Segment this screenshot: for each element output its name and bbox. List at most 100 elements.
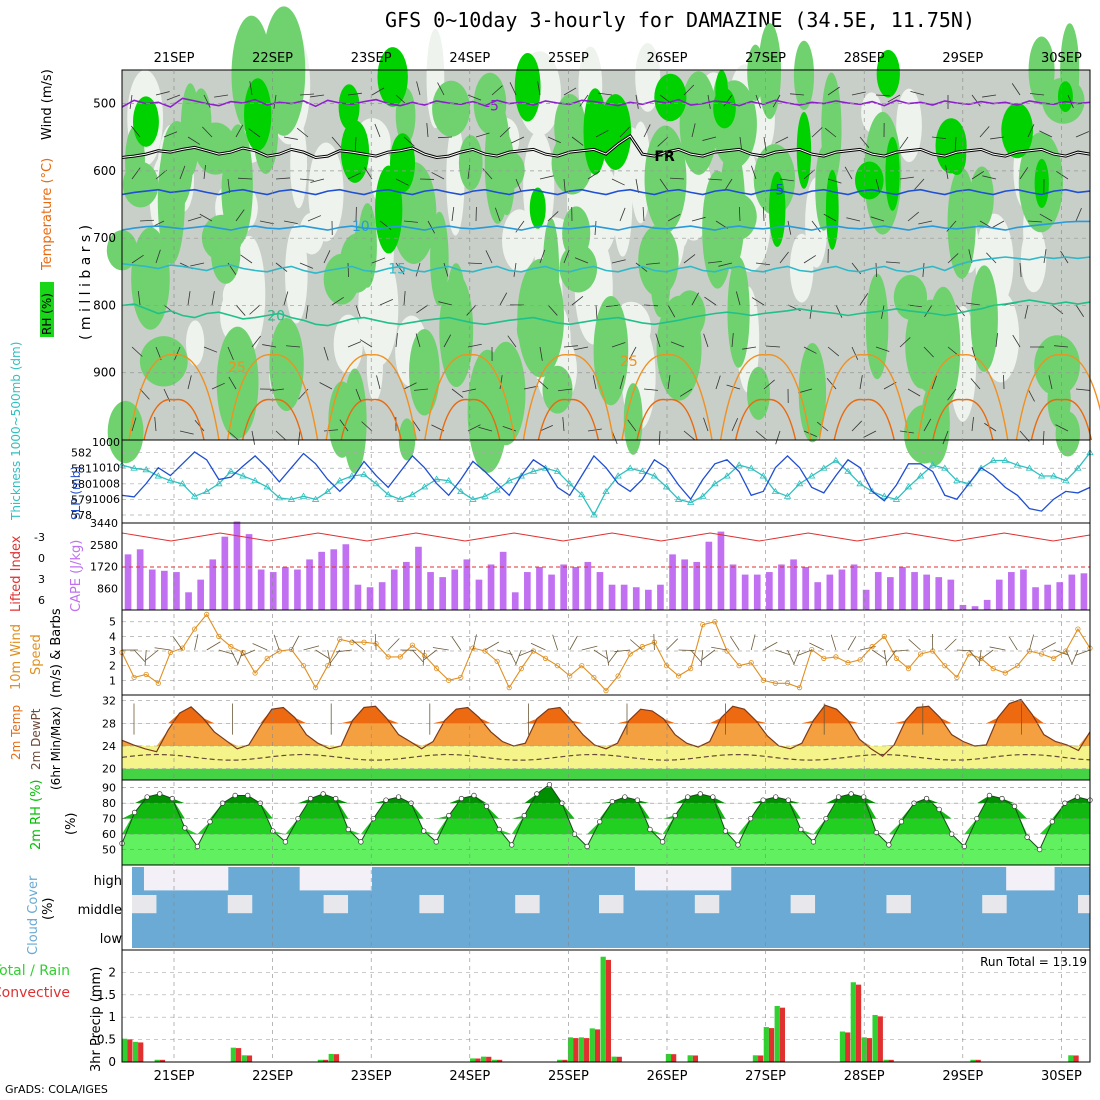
- wind-barb: [415, 333, 421, 348]
- contour-label: 25: [620, 354, 638, 370]
- wind-speed-marker: [603, 688, 609, 694]
- wind-barb: [190, 262, 205, 267]
- wind-barb: [478, 426, 493, 432]
- wind-barb: [403, 382, 417, 390]
- rh-moist-patch: [747, 366, 770, 420]
- wind-barb: [1071, 649, 1079, 665]
- cloud-mid-cell: [239, 895, 253, 914]
- date-label-top: 25SEP: [548, 51, 589, 66]
- wind-speed-marker: [337, 636, 343, 642]
- thickness-marker: [686, 498, 695, 505]
- cape-bar: [862, 589, 870, 610]
- thickness-marker: [735, 461, 743, 468]
- cloud-mid-cell: [706, 895, 720, 914]
- right-tick-label: 1010: [92, 462, 120, 475]
- wind-barb: [1029, 634, 1035, 651]
- wind-barb: [403, 291, 406, 306]
- cape-bar: [1080, 573, 1088, 610]
- wind-barb: [502, 425, 517, 432]
- wind-barb: [179, 430, 194, 435]
- date-label-top: 30SEP: [1041, 51, 1082, 66]
- thickness-marker: [614, 472, 622, 479]
- wind-barb: [339, 419, 349, 432]
- date-label-top: 23SEP: [351, 51, 392, 66]
- precip-total-bar: [611, 1056, 617, 1062]
- rh2m-panel: 50 60 70 80 90 2m RH (%) (%): [29, 779, 1093, 865]
- precip-conv-bar: [235, 1048, 242, 1062]
- wind-barb: [1075, 131, 1090, 138]
- wind-barb: [643, 388, 658, 391]
- wind-barb: [154, 417, 157, 432]
- wind-barb: [310, 178, 325, 183]
- cape-bar: [1008, 572, 1015, 610]
- wind-speed-marker: [155, 680, 161, 686]
- cape-bar: [221, 536, 229, 610]
- wind-barb: [931, 375, 937, 390]
- date-label-bottom: 22SEP: [252, 1069, 293, 1084]
- thickness-marker: [759, 472, 768, 479]
- y-tick-label: 90: [102, 782, 116, 795]
- run-total-label: Run Total = 13.19: [980, 955, 1087, 969]
- wind-barb: [163, 131, 178, 138]
- wind-barb: [718, 262, 733, 267]
- rh-marker: [986, 792, 993, 799]
- rh-moist-patch: [920, 380, 950, 466]
- y-tick-label: 2: [109, 660, 116, 673]
- precip-total-bar: [132, 1041, 139, 1062]
- cape-bar: [790, 559, 797, 610]
- wind-barb: [187, 136, 201, 145]
- thickness-marker: [1013, 461, 1022, 468]
- rh-marker: [320, 791, 326, 797]
- thickness-marker: [130, 464, 138, 471]
- wind-speed-marker: [312, 685, 319, 691]
- wind-barb: [730, 636, 740, 651]
- y-tick-label: 0.5: [97, 1033, 116, 1047]
- cape-bar: [161, 570, 168, 610]
- wind-speed-marker: [446, 677, 452, 683]
- rh-marker: [961, 843, 967, 850]
- cloud-mid-cell: [227, 895, 241, 914]
- rh-moist-patch: [644, 125, 687, 234]
- thickness-marker: [626, 464, 634, 471]
- contour-label: 5: [775, 183, 784, 199]
- cape-bar: [342, 544, 350, 610]
- rh-marker: [521, 812, 527, 819]
- wind-barb: [1011, 83, 1021, 96]
- wind-barb: [1030, 93, 1045, 96]
- cape-bar: [209, 559, 217, 610]
- wind-barb: [1008, 636, 1018, 651]
- rh-marker: [609, 798, 615, 805]
- rh-saturated-patch: [1034, 158, 1049, 208]
- thickness-marker: [481, 492, 489, 499]
- cape-bar: [185, 592, 192, 610]
- precip-total-bar: [491, 1059, 498, 1062]
- wind-barb: [202, 126, 213, 138]
- wind-barb: [563, 87, 577, 96]
- cape-bar: [584, 561, 592, 610]
- wind-barb: [700, 649, 704, 666]
- cape-bar: [378, 582, 386, 610]
- rh-moist-patch: [269, 317, 304, 412]
- cloud-high-cell: [646, 867, 660, 891]
- wind-speed-marker: [724, 648, 730, 654]
- wind-barb: [283, 136, 298, 140]
- wind-barb: [426, 123, 429, 138]
- ylabel-wind10: 10m Wind: [9, 624, 24, 690]
- wind-barb: [655, 333, 661, 348]
- wind-barb: [690, 649, 702, 663]
- rh-marker: [597, 819, 603, 825]
- cape-bar: [826, 574, 834, 610]
- wind-barb: [982, 175, 997, 180]
- wind-barb: [870, 216, 885, 222]
- wind-barb: [798, 388, 813, 394]
- wind-speed-marker: [857, 657, 863, 663]
- ylabel-millibars: ( m i l l i b a r s ): [78, 225, 94, 340]
- ylabel-dewpt: 2m DewPt: [29, 708, 43, 770]
- wind-barb: [881, 304, 885, 319]
- wind-barb: [499, 127, 511, 138]
- label-total-rain: Total / Rain: [0, 963, 70, 979]
- rh-moist-patch: [409, 329, 440, 416]
- wind-barb: [947, 253, 959, 264]
- thickness-marker: [892, 495, 901, 502]
- wind-barb: [139, 219, 155, 222]
